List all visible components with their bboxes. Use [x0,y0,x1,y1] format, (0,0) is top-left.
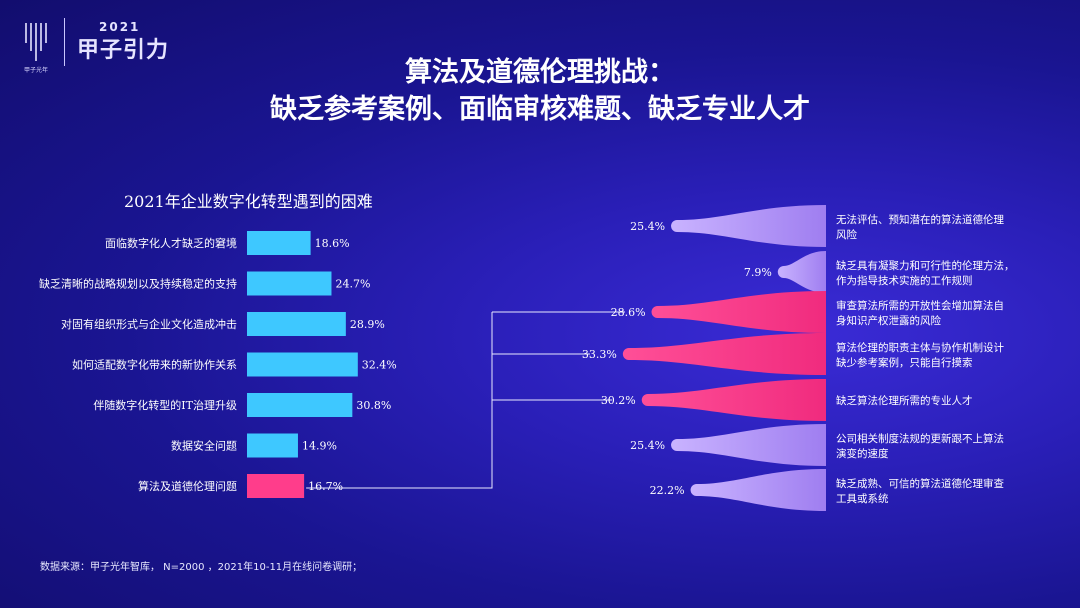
right-bar-value-7: 22.2% [650,484,685,497]
left-bar-value-5: 30.8% [356,399,391,412]
left-bar-6 [247,433,298,458]
left-bar-5 [247,393,353,417]
right-bar-value-1: 25.4% [630,220,665,233]
left-bar-value-7: 16.7% [308,480,343,493]
right-bar-category-2-line-1: 缺乏具有凝聚力和可行性的伦理方法， [836,259,1015,272]
logo: 甲子光年 2021 甲子引力 [24,18,170,74]
right-bar-6 [671,424,826,466]
logo-name: 甲子引力 [77,38,170,63]
left-bar-2 [247,271,332,296]
right-bar-value-4: 33.3% [582,348,617,361]
left-bar-category-6: 数据安全问题 [171,439,237,453]
right-bar-category-6-line-2: 演变的速度 [836,447,889,460]
left-bar-7 [247,474,305,498]
right-bar-category-1-line-2: 风险 [836,228,857,241]
left-bar-value-4: 32.4% [362,359,397,372]
bar-chart-title: 2021年企业数字化转型遇到的困难 [124,192,373,211]
right-bar-4 [622,333,826,375]
right-bar-category-7-line-2: 工具或系统 [836,492,889,505]
left-bar-category-7: 算法及道德伦理问题 [138,479,237,493]
right-bar-value-2: 7.9% [744,266,772,279]
right-bar-category-1-line-1: 无法评估、预知潜在的算法道德伦理 [836,213,1004,226]
data-source-note: 数据来源：甲子光年智库， N=2000 ，2021年10-11月在线问卷调研； [40,562,363,573]
right-bar-7 [690,469,826,511]
connector-bracket [306,312,590,489]
right-bar-category-6-line-1: 公司相关制度法规的更新跟不上算法 [836,432,1004,445]
left-bar-4 [247,352,358,377]
right-bar-category-7-line-1: 缺乏成熟、可信的算法道德伦理审查 [836,477,1004,490]
left-bar-value-6: 14.9% [302,440,337,453]
right-bar-category-5-line-1: 缺乏算法伦理所需的专业人才 [836,394,973,407]
left-bar-category-4: 如何适配数字化带来的新协作关系 [72,358,237,372]
right-bar-category-3-line-1: 审查算法所需的开放性会增加算法自 [836,299,1004,312]
left-bar-category-1: 面临数字化人才缺乏的窘境 [105,236,237,250]
left-bar-category-5: 伴随数字化转型的IT治理升级 [93,398,237,412]
left-bar-value-3: 28.9% [350,318,385,331]
right-bar-1 [671,205,826,247]
logo-sub: 甲子光年 [24,67,49,74]
logo-mark-icon: 甲子光年 [24,21,50,74]
left-bar-category-2: 缺乏清晰的战略规划以及持续稳定的支持 [39,277,237,291]
right-bar-value-5: 30.2% [601,394,636,407]
right-bar-category-3-line-2: 身知识产权泄露的风险 [836,314,941,327]
right-bar-3 [651,291,826,333]
logo-year: 2021 [99,20,141,34]
right-bar-value-6: 25.4% [630,439,665,452]
right-bar-5 [641,379,826,421]
right-bar-category-2-line-2: 作为指导技术实施的工作规则 [836,274,973,287]
left-bar-value-1: 18.6% [315,237,350,250]
right-bar-category-4-line-1: 算法伦理的职责主体与协作机制设计 [836,341,1004,354]
right-bar-category-4-line-2: 缺少参考案例，只能自行摸索 [836,356,973,369]
logo-divider [64,18,65,66]
left-bar-value-2: 24.7% [335,278,370,291]
right-bar-value-3: 28.6% [611,306,646,319]
left-bar-category-3: 对固有组织形式与企业文化造成冲击 [61,317,237,331]
right-bar-2 [777,251,826,293]
page-title-line2: 缺乏参考案例、面临审核难题、缺乏专业人才 [270,94,810,125]
left-bar-1 [247,231,311,255]
page-title-line1: 算法及道德伦理挑战： [405,57,675,88]
left-bar-3 [247,312,346,336]
connector-lines [492,311,625,401]
